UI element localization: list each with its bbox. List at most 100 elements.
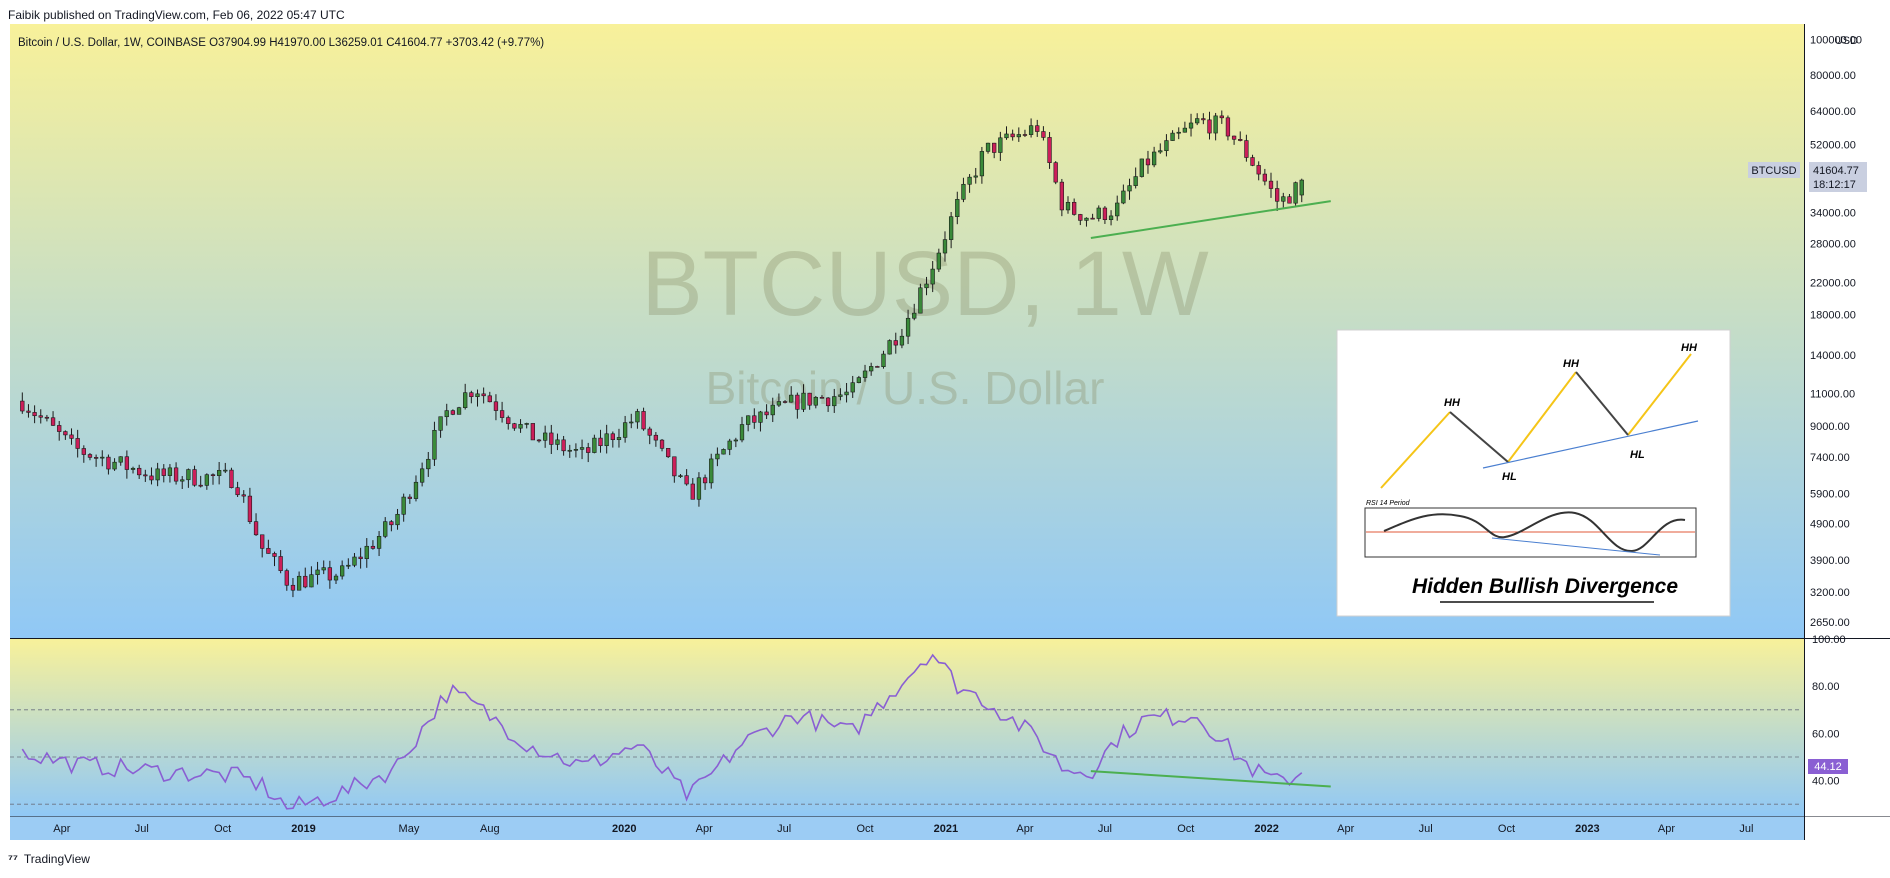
rsi-axis[interactable]: 100.00 80.00 60.00 40.00 [1812,634,1846,788]
candle [856,375,862,384]
candle-body-up [100,456,105,459]
candle-body-up [204,474,209,486]
candle-body-down [32,412,37,417]
candle-body-up [1096,207,1101,219]
time-tick-label: Apr [53,823,70,835]
candle-body-up [850,382,855,393]
candle [875,365,880,368]
candle [383,517,388,539]
candle-body-down [499,410,505,418]
candle-body-down [752,415,757,423]
candle-body-up [592,437,597,453]
candle-body-up [1115,202,1120,217]
candle [463,383,468,410]
candle-body-up [832,396,837,407]
candle-body-down [93,457,99,459]
candle [622,415,628,443]
time-tick-label: Apr [1337,823,1354,835]
price-tick-label: 4900.00 [1810,518,1850,530]
inset-rsi-curve [1383,511,1686,553]
rsi-trendline[interactable] [1090,770,1331,788]
price-tick-label: 3900.00 [1810,555,1850,567]
candle [702,474,708,490]
price-tick-label: 9000.00 [1810,421,1850,433]
price-tick-label: 52000.00 [1810,139,1856,151]
candle-body-down [1238,138,1243,141]
candle-body-up [438,416,443,431]
candle-body-up [1170,132,1175,141]
last-price-marker: BTCUSD 41604.77 18:12:17 [1748,162,1867,192]
candle [1231,135,1237,145]
candle-body-up [1139,158,1144,177]
rsi-line [21,653,1303,810]
candle-body-up [1176,131,1181,134]
candle [444,403,449,426]
candle [1121,184,1126,205]
candle [487,391,492,403]
candle [112,458,117,471]
candle [709,453,714,489]
candle [75,429,80,458]
candle-body-up [130,467,136,470]
candle-body-down [389,521,394,526]
candle [1028,118,1034,138]
candle-body-down [549,432,554,445]
candle-body-up [352,556,357,566]
candle-body-up [413,481,419,499]
candle [1299,178,1304,203]
candle [26,404,31,418]
candle [1158,143,1163,154]
time-axis-background [10,816,1804,840]
candle [850,375,855,398]
candle [659,438,665,452]
candle [376,531,382,557]
last-rsi-value: 44.12 [1814,761,1842,773]
divergence-inset[interactable]: HH HH HH HL HL RSI 14 Period Hidden Bull… [1336,329,1731,617]
price-tick-label: 28000.00 [1810,239,1856,251]
time-axis[interactable]: Apr Jul Oct 2019 May Aug 2020 Apr Jul Oct 2021 Apr J… [53,823,1753,835]
inset-caption: Hidden Bullish Divergence [1412,575,1678,598]
candle [130,466,136,474]
candle [1281,192,1286,208]
candle [647,426,652,445]
candle-body-up [905,317,911,337]
candle [770,397,775,423]
candle [278,550,283,574]
candle-body-down [493,401,499,411]
candle-body-down [124,456,130,470]
candle [87,453,93,461]
candle [973,167,978,184]
footer-brand[interactable]: ⁷⁷ TradingView [8,852,90,866]
candle-body-up [733,439,738,442]
candle [635,408,640,429]
candle [1127,178,1132,200]
candle [370,540,376,550]
candle-body-up [1133,176,1138,186]
candle-body-down [795,394,800,410]
candle-body-down [229,469,234,488]
candle-body-up [395,513,400,526]
price-trendline[interactable] [1090,200,1331,239]
candle-body-up [709,458,714,484]
candle-body-down [1072,201,1077,215]
inset-label-hl1: HL [1502,471,1517,483]
candle-body-down [247,495,253,522]
candle [167,464,173,483]
candle-body-down [192,469,197,486]
candle [20,392,25,414]
time-tick-label: Apr [1016,823,1033,835]
candle [604,424,609,454]
candle-body-down [702,477,708,484]
candle [290,578,296,598]
candle [832,388,837,413]
candle [573,443,579,458]
candle-body-down [653,434,659,441]
candle-body-up [155,468,160,481]
candle-body-down [1275,188,1280,202]
candle-body-up [1004,133,1009,139]
inset-up-leg-3 [1627,353,1692,436]
price-axis[interactable]: 100000.00 80000.00 64000.00 52000.00 34000.0… [1810,34,1862,629]
candle [598,429,603,453]
candle [173,462,179,485]
